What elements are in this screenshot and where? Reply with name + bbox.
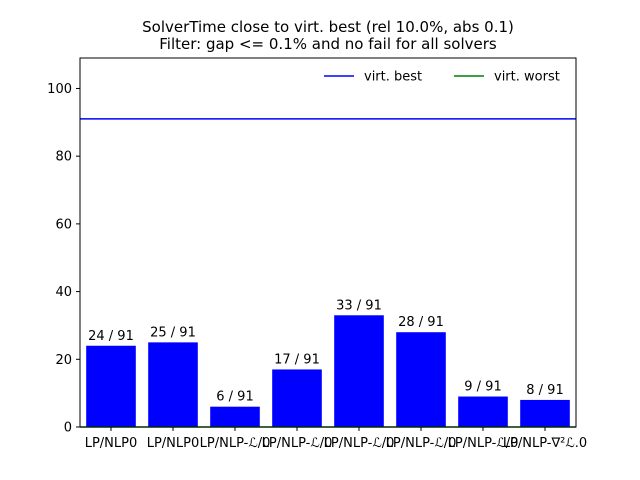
bar-data-label: 6 / 91: [216, 390, 253, 405]
bars-layer: [86, 315, 570, 427]
plot-frame: [79, 57, 577, 428]
legend: virt. best virt. worst: [324, 70, 560, 85]
legend-label: virt. worst: [494, 70, 560, 85]
chart-title-line-1: SolverTime close to virt. best (rel 10.0…: [142, 18, 514, 36]
bar-data-label: 9 / 91: [464, 380, 501, 395]
legend-label: virt. best: [364, 70, 422, 85]
chart-title-line-2: Filter: gap <= 0.1% and no fail for all …: [159, 35, 497, 53]
x-tick-label: LP/NLP-ℒ/0: [324, 436, 395, 451]
data-labels-layer: 24 / 91 25 / 91 6 / 91 17 / 91 33 / 91 28 / 9…: [88, 298, 564, 404]
bar: [334, 315, 384, 427]
bar: [396, 332, 446, 427]
y-tick-label: 0: [64, 421, 72, 436]
y-tick-label: 40: [55, 285, 72, 300]
bar-data-label: 8 / 91: [526, 383, 563, 398]
x-tick-label: LP/NLP-ℒ/0: [386, 436, 457, 451]
bar: [520, 399, 570, 427]
x-axis: LP/NLP0 LP/NLP0 LP/NLP-ℒ/0LP/NLP-ℒ/0LP/NLP…: [85, 427, 587, 451]
bar-data-label: 24 / 91: [88, 329, 134, 344]
bar-data-label: 25 / 91: [150, 325, 196, 340]
chart-title: SolverTime close to virt. best (rel 10.0…: [142, 18, 514, 53]
x-tick-label: LP/NLP-ℒ/0: [200, 436, 271, 451]
bar: [148, 342, 198, 427]
y-tick-label: 80: [55, 150, 72, 165]
bar-data-label: 33 / 91: [336, 298, 382, 313]
x-tick-label: LP/NLP0: [85, 436, 138, 451]
bar: [458, 396, 508, 427]
bar: [86, 345, 136, 427]
y-tick-label: 60: [55, 217, 72, 232]
x-tick-label: LP/NLP-ℒ/0: [448, 436, 519, 451]
y-tick-label: 20: [55, 353, 72, 368]
bar-data-label: 17 / 91: [274, 352, 320, 367]
bar: [210, 406, 260, 427]
y-axis: 0 20 40 60 80 100: [47, 82, 80, 436]
x-tick-label: LP/NLP-ℒ/0: [262, 436, 333, 451]
x-tick-label: LP/NLP0: [147, 436, 200, 451]
bar-data-label: 28 / 91: [398, 315, 444, 330]
y-tick-label: 100: [47, 82, 72, 97]
x-tick-label: LP/NLP-∇²ℒ.0: [503, 436, 587, 451]
bar: [272, 369, 322, 427]
